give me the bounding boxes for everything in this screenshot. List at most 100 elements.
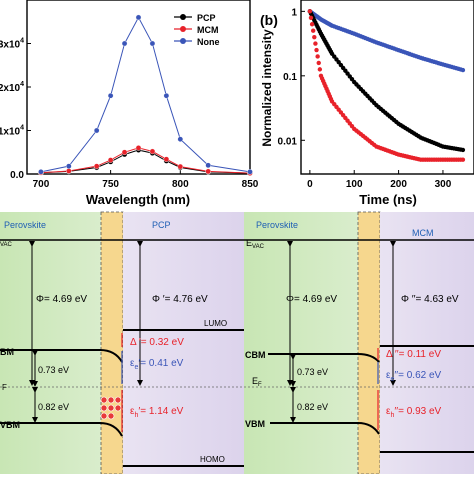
data-point-none [107, 92, 114, 99]
data-point-mcm [107, 157, 114, 163]
x-tick-label: 300 [435, 179, 452, 190]
interface-band-right [357, 211, 381, 475]
eps-e-sub-right: e [390, 376, 394, 383]
panel-a-y-ticks: 0.0 1x104 2x104 3x104 [0, 38, 31, 181]
evac-label: VAC [0, 242, 13, 248]
data-point-mcm [310, 28, 316, 33]
vbm-gap-text-right: 0.82 eV [297, 402, 328, 412]
data-point-mcm [315, 54, 320, 59]
eps-e-text-right: εe′′= 0.62 eV [386, 370, 442, 383]
x-tick-label: 800 [172, 179, 189, 190]
data-point-mcm [135, 145, 142, 151]
y-tick-exponent: 4 [20, 38, 24, 45]
ef-label-right: EF [252, 376, 262, 388]
perovskite-region [0, 212, 101, 474]
data-point-none [38, 169, 44, 175]
data-point-mcm [317, 67, 323, 72]
phi-text-right: Φ= 4.69 eV [286, 294, 337, 305]
hole-4 [100, 404, 108, 412]
legend-label-mcm: MCM [197, 25, 219, 35]
cbm-bend-right [357, 353, 380, 363]
eps-h-text-right: εh′′= 0.93 eV [386, 406, 442, 419]
data-point-none [135, 14, 142, 21]
band-diagram-mcm: Perovskite MCM EVAC EF CBM VBM Φ= 4.69 e… [244, 211, 474, 475]
panel-b-label: (b) [260, 12, 278, 28]
x-tick-label: 0 [307, 179, 313, 190]
panel-b-x-label: Time (ns) [359, 192, 417, 207]
legend-item-mcm: MCM [174, 25, 219, 35]
y-tick-label: 1 [291, 7, 297, 18]
eps-h-symbol: ε [130, 406, 135, 417]
perovskite-label: Perovskite [4, 220, 46, 230]
eps-h-symbol-right: ε [386, 406, 391, 417]
eps-e-symbol-right: ε [386, 370, 391, 381]
data-point-none [149, 40, 156, 47]
eps-h-text: εh′= 1.14 eV [130, 406, 184, 419]
data-point-none [93, 127, 100, 134]
eps-e-text: εe′= 0.41 eV [130, 358, 184, 371]
pcp-region [123, 212, 244, 474]
data-point-mcm [205, 168, 211, 175]
vbm-bend-right [357, 422, 380, 435]
hole-3 [114, 396, 122, 404]
panel-a-x-ticks: 700 750 800 850 [33, 170, 259, 190]
cbm-bend [99, 349, 123, 363]
cbm-gap-text-right: 0.73 eV [297, 367, 328, 377]
panel-b: (b) Normalized intensity 1 0.1 0.01 0 100 20… [260, 0, 474, 207]
panel-a-series [38, 14, 253, 176]
vbm-bend [99, 422, 123, 437]
delta-text-right: Δ ′′= 0.11 eV [386, 349, 441, 360]
x-tick-label: 700 [33, 179, 50, 190]
y-tick-exponent: 4 [20, 81, 24, 88]
ef-sub: F [258, 382, 262, 388]
perovskite-region-right [244, 212, 358, 474]
eps-e-sub: e [134, 364, 138, 371]
pcp-label: PCP [152, 220, 171, 230]
cbm-label-right: CBM [245, 350, 266, 360]
eps-e-symbol: ε [130, 358, 135, 369]
legend-label-pcp: PCP [197, 13, 216, 23]
panel-b-y-ticks: 1 0.1 0.01 [278, 7, 305, 147]
data-point-mcm [316, 60, 321, 66]
data-point-mcm [66, 168, 72, 174]
evac-e: E [246, 238, 252, 248]
data-point-mcm [307, 9, 313, 14]
data-point-none [121, 40, 128, 47]
eps-h-sub: h [134, 412, 138, 419]
cbm-gap-text: 0.73 eV [38, 365, 69, 375]
homo-label: HOMO [200, 455, 225, 464]
hole-5 [107, 404, 115, 412]
y-tick-exponent: 4 [20, 125, 24, 132]
legend-item-pcp: PCP [174, 13, 216, 23]
hole-8 [107, 412, 115, 420]
interface-band [100, 211, 124, 475]
eps-h-value: ′= 1.14 eV [138, 406, 183, 417]
x-tick-label: 100 [346, 179, 363, 190]
band-diagram-pcp: Perovskite PCP VAC F BM VBM LUMO HOMO Φ=… [0, 211, 244, 475]
mcm-label: MCM [412, 228, 434, 238]
data-point-mcm [163, 156, 170, 163]
data-point-mcm [177, 163, 184, 170]
phi-prime-text-right: Φ ′′= 4.63 eV [401, 294, 459, 305]
trapped-holes [100, 396, 122, 420]
data-point-none [66, 163, 72, 169]
eps-e-value-right: ′′= 0.62 eV [394, 370, 441, 381]
x-tick-label: 200 [390, 179, 407, 190]
ef-label: F [2, 383, 7, 392]
data-point-mcm [313, 41, 318, 46]
eps-h-value-right: ′′= 0.93 eV [394, 406, 441, 417]
evac-label-right: EVAC [246, 238, 265, 250]
eps-e-value: ′= 0.41 eV [138, 358, 183, 369]
phi-prime-text: Φ ′= 4.76 eV [152, 294, 208, 305]
data-point-mcm [93, 163, 100, 169]
data-point-mcm [460, 157, 466, 162]
vbm-label-right: VBM [245, 419, 265, 429]
hole-7 [100, 412, 108, 420]
mcm-region [380, 212, 474, 474]
data-point-none [163, 92, 170, 99]
delta-text: Δ ′= 0.32 eV [130, 337, 184, 348]
data-point-mcm [314, 47, 319, 53]
y-tick-label: 2x104 [0, 81, 24, 94]
vbm-label: VBM [0, 420, 20, 430]
